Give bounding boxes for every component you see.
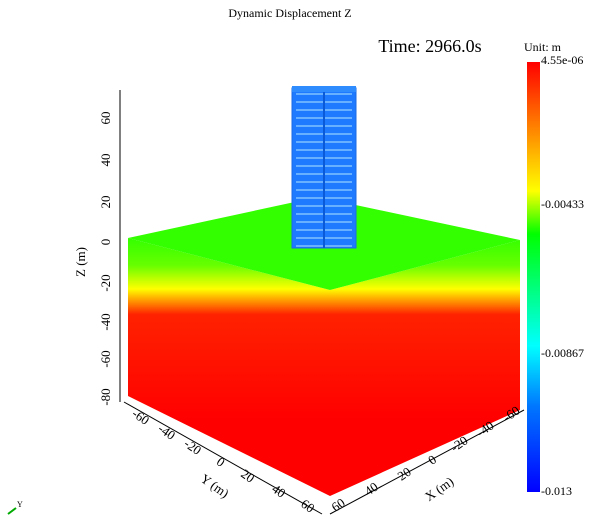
tick-label: -60 xyxy=(98,350,113,367)
z-ticks: 60 40 20 0 -20 -40 -60 -80 Z (m) xyxy=(73,112,113,406)
colorbar xyxy=(527,62,540,492)
tick-label: -20 xyxy=(181,436,204,458)
unit-label: Unit: m xyxy=(524,40,562,54)
tick-label: 20 xyxy=(98,196,113,209)
tick-label: -60 xyxy=(129,406,152,428)
tick-label: 60 xyxy=(329,495,348,515)
axis-label: Y (m) xyxy=(198,471,232,501)
tick-label: -40 xyxy=(155,421,178,443)
tick-label: 40 xyxy=(98,154,113,167)
soil-block xyxy=(128,197,520,496)
title: Dynamic Displacement Z xyxy=(228,6,351,20)
orientation-label: Y xyxy=(17,500,23,509)
time-label: Time: 2966.0s xyxy=(378,36,481,56)
tick-label: 60 xyxy=(298,496,317,516)
tick-label: -80 xyxy=(98,388,113,405)
tick-label: -40 xyxy=(98,313,113,330)
orientation-triad: Y xyxy=(7,500,23,515)
tick-label: 0 xyxy=(425,452,439,468)
axis-label: Z (m) xyxy=(73,247,88,277)
tick-label: 0 xyxy=(98,239,113,246)
tick-label: 20 xyxy=(395,464,414,484)
axis-lines xyxy=(119,90,525,515)
building xyxy=(291,86,357,249)
tick-label: -20 xyxy=(98,274,113,291)
colorbar-tick: -0.00867 xyxy=(541,346,584,360)
colorbar-tick: 4.55e-06 xyxy=(541,53,583,67)
colorbar-tick: -0.00433 xyxy=(541,197,584,211)
tick-label: 20 xyxy=(238,466,257,486)
tick-label: 40 xyxy=(269,481,288,501)
tick-label: 60 xyxy=(98,112,113,125)
colorbar-tick: -0.013 xyxy=(541,484,572,498)
axis-label: X (m) xyxy=(422,474,456,504)
tick-label: 0 xyxy=(214,454,228,470)
